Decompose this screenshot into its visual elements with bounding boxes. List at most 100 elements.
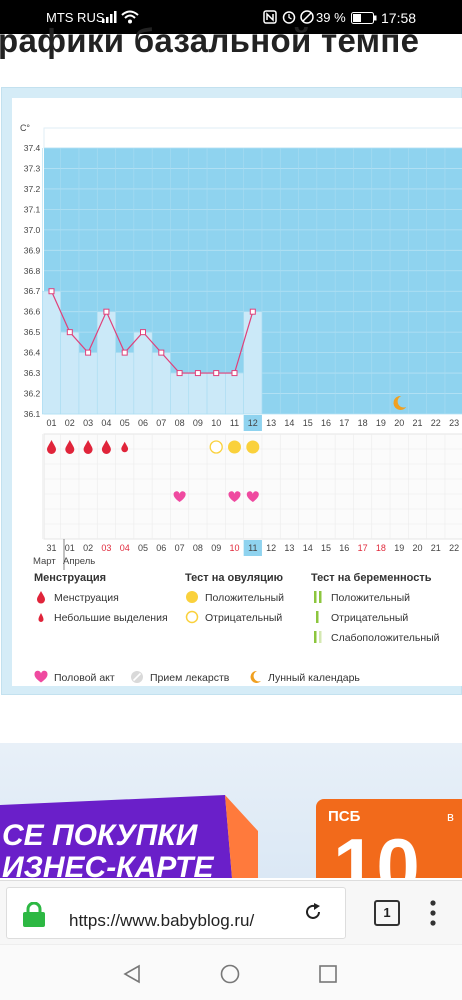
temperature-bar [188,372,208,415]
cycle-day-label: 02 [65,418,75,428]
ad-banner[interactable]: СЕ ПОКУПКИ ИЗНЕС-КАРТЕ ПСБ в 10 [0,743,462,878]
temperature-bar [133,331,153,415]
temperature-bar [170,372,190,415]
pregnancy-weak-icon [314,631,322,643]
cycle-day-label: 12 [248,418,258,428]
ad-big-number: 10 [333,822,420,878]
calendar-date-label: 13 [284,543,294,553]
reload-icon[interactable] [303,902,323,922]
cycle-day-label: 05 [120,418,130,428]
y-axis-label: C° [20,123,30,133]
moon-icon [250,670,261,683]
temperature-point [85,349,92,356]
cycle-day-label: 18 [358,418,368,428]
calendar-date-label: 02 [83,543,93,553]
calendar-date-label: 12 [266,543,276,553]
temperature-point [194,370,201,377]
cycle-day-label: 23 [449,418,459,428]
url-text: https://www.babyblog.ru/ [69,911,255,930]
recents-icon[interactable] [318,964,338,984]
cycle-day-label: 03 [83,418,93,428]
pill-icon [131,671,143,683]
calendar-date-label: 14 [303,543,313,553]
wifi-icon [121,10,139,24]
chart-header-strip [43,127,462,149]
carrier-name: MTS RUS [46,10,105,25]
month-label-march: Март [33,556,56,567]
calendar-date-label: 03 [101,543,111,553]
address-bar[interactable]: https://www.babyblog.ru/ [6,887,346,939]
tabs-button[interactable]: 1 [374,900,400,926]
temperature-bar [151,352,171,415]
temperature-point [48,288,55,295]
cycle-day-label: 13 [266,418,276,428]
page-title: рафики базальной темпе [0,22,420,59]
home-icon[interactable] [220,964,240,984]
calendar-date-label: 08 [193,543,203,553]
calendar-date-label: 22 [449,543,459,553]
heart-icon [34,670,48,683]
cycle-day-label: 08 [175,418,185,428]
intercourse-heart [228,491,241,502]
ovulation-positive-marker [246,440,260,454]
back-icon[interactable] [122,964,142,984]
calendar-date-label: 05 [138,543,148,553]
y-tick-label: 37.3 [24,163,41,173]
browser-toolbar: https://www.babyblog.ru/ 1 [0,880,462,944]
temperature-point [176,370,183,377]
temperature-point [231,370,238,377]
cycle-day-label: 17 [339,418,349,428]
bbt-chart-card: 37.4 37.3 37.2 37.1 37.0 36.9 36.8 36.7 36.6 36.5… [1,87,462,695]
calendar-date-label: 18 [376,543,386,553]
alarm-icon [282,11,296,24]
cycle-day-label: 20 [394,418,404,428]
pregnancy-positive-icon [314,591,322,603]
page-heading-container: рафики базальной темпе [0,20,462,60]
temperature-point [103,308,110,315]
pregnancy-negative-icon [316,611,319,623]
temperature-point [140,329,146,336]
nfc-icon [263,10,277,24]
cycle-day-highlight [243,415,262,431]
more-menu-icon[interactable] [430,899,436,927]
calendar-date-label: 19 [394,543,404,553]
cycle-day-label: 06 [138,418,148,428]
y-tick-label: 36.5 [24,327,41,337]
y-tick-label: 36.2 [24,389,41,399]
ovulation-positive-icon [186,591,198,603]
temperature-line [50,290,254,374]
calendar-date-label: 17 [358,543,368,553]
cycle-day-label: 16 [321,418,331,428]
y-tick-label: 36.9 [24,245,41,255]
ad-brand-suffix: в [447,809,454,824]
y-tick-label: 36.1 [24,409,41,419]
menstruation-drop [65,440,75,454]
small-blood-drop-icon [38,613,44,622]
calendar-date-label: 15 [321,543,331,553]
ovulation-positive-marker [228,440,241,454]
cycle-day-label: 07 [156,418,166,428]
status-bar: MTS RUS 39 % 17:58 [0,0,462,34]
cycle-day-label: 21 [412,418,422,428]
temperature-point [66,329,73,336]
month-label-april: Апрель [63,556,95,567]
temperature-bar [78,352,98,415]
cycle-day-label: 15 [303,418,313,428]
temperature-bar [60,331,80,415]
cycle-day-label: 22 [431,418,441,428]
intercourse-heart [173,491,186,502]
cycle-day-label: 01 [46,418,56,428]
legend-ovulation-title: Тест на овуляцию [185,572,284,584]
signal-icon [102,11,117,23]
calendar-date-label: 16 [339,543,349,553]
calendar-date-label: 31 [46,543,56,553]
calendar-date-label: 21 [431,543,441,553]
y-tick-label: 37.0 [24,225,41,235]
temperature-point [158,349,165,356]
lock-icon [23,902,45,927]
temperature-bar [225,372,244,415]
cycle-day-label: 11 [230,418,239,428]
temperature-bar [206,372,226,415]
ad-text-line-2: ИЗНЕС-КАРТЕ [2,851,214,878]
bbt-chart[interactable]: 37.4 37.3 37.2 37.1 37.0 36.9 36.8 36.7 36.6 36.5… [12,98,462,573]
